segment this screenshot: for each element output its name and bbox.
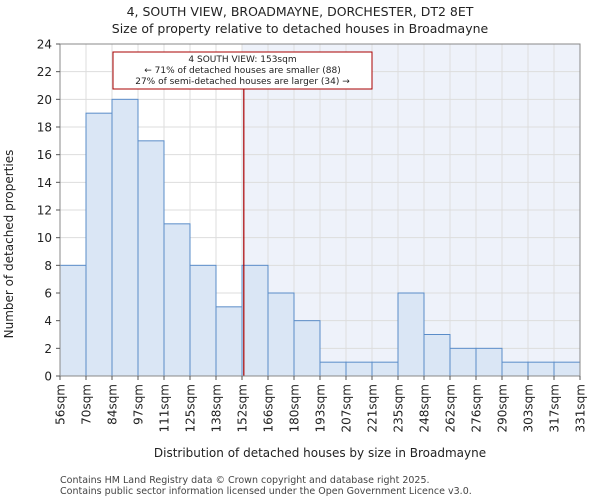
x-tick-label: 193sqm	[314, 384, 328, 432]
x-tick-label: 180sqm	[288, 384, 302, 432]
x-tick-label: 221sqm	[366, 384, 380, 432]
x-tick-label: 303sqm	[522, 384, 536, 432]
y-tick-label: 12	[37, 204, 52, 218]
x-tick-label: 111sqm	[158, 384, 172, 432]
x-tick-label: 70sqm	[80, 384, 94, 425]
x-tick-label: 84sqm	[106, 384, 120, 425]
x-tick-label: 235sqm	[392, 384, 406, 432]
x-tick-label: 317sqm	[548, 384, 562, 432]
histogram-bar	[163, 223, 191, 377]
histogram-bar	[85, 112, 113, 377]
y-tick-label: 14	[37, 176, 52, 190]
x-tick-label: 248sqm	[418, 384, 432, 432]
x-axis-label: Distribution of detached houses by size …	[154, 446, 486, 460]
x-tick-label: 97sqm	[132, 384, 146, 425]
x-tick-label: 262sqm	[444, 384, 458, 432]
y-tick-label: 6	[44, 287, 52, 301]
histogram-bar	[397, 292, 425, 377]
y-tick-label: 10	[37, 231, 52, 245]
x-tick-label: 152sqm	[236, 384, 250, 432]
histogram-bar	[267, 292, 295, 377]
chart-title-line1: 4, SOUTH VIEW, BROADMAYNE, DORCHESTER, D…	[127, 4, 474, 19]
histogram-bar	[189, 264, 217, 377]
x-tick-label: 138sqm	[210, 384, 224, 432]
y-tick-label: 18	[37, 121, 52, 135]
annotation-line1: 4 SOUTH VIEW: 153sqm	[188, 55, 296, 65]
annotation-line3: 27% of semi-detached houses are larger (…	[135, 77, 350, 87]
y-axis-label: Number of detached properties	[2, 150, 16, 339]
histogram-bar	[475, 347, 503, 377]
footer-line1: Contains HM Land Registry data © Crown c…	[60, 475, 430, 486]
histogram-bar	[345, 361, 373, 377]
x-tick-label: 290sqm	[496, 384, 510, 432]
chart-title-line2: Size of property relative to detached ho…	[112, 21, 489, 36]
x-tick-label: 125sqm	[184, 384, 198, 432]
annotation-border	[112, 51, 373, 90]
y-tick-label: 0	[44, 370, 52, 384]
histogram-bar	[215, 306, 243, 377]
histogram-bar	[241, 264, 269, 377]
annotation-box: 4 SOUTH VIEW: 153sqm ← 71% of detached h…	[112, 51, 373, 90]
x-tick-label: 207sqm	[340, 384, 354, 432]
y-tick-label: 16	[37, 148, 52, 162]
histogram-bar	[319, 361, 347, 377]
x-tick-label: 56sqm	[54, 384, 68, 425]
x-tick-label: 331sqm	[574, 384, 588, 432]
y-tick-label: 20	[37, 93, 52, 107]
annotation-line2: ← 71% of detached houses are smaller (88…	[144, 66, 341, 76]
histogram-bar	[449, 347, 477, 377]
x-tick-label: 276sqm	[470, 384, 484, 432]
histogram-bar	[553, 361, 581, 377]
y-tick-label: 8	[44, 259, 52, 273]
histogram-bar	[501, 361, 529, 377]
y-tick-label: 24	[37, 38, 52, 52]
histogram-bar	[293, 320, 321, 377]
histogram-bar	[137, 140, 165, 377]
histogram-bar	[527, 361, 555, 377]
histogram-bar	[59, 264, 87, 377]
histogram-bar	[371, 361, 399, 377]
footer-line2: Contains public sector information licen…	[60, 486, 472, 497]
y-tick-label: 2	[44, 342, 52, 356]
histogram-bar	[423, 334, 451, 377]
y-tick-label: 22	[37, 65, 52, 79]
y-tick-label: 4	[44, 314, 52, 328]
x-tick-label: 166sqm	[262, 384, 276, 432]
histogram-bar	[111, 98, 139, 377]
